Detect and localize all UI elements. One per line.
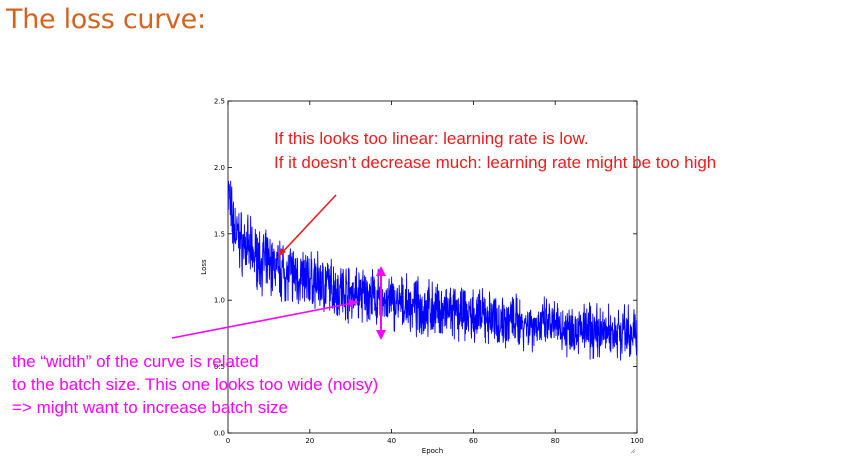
x-tick-label: 0 [226, 437, 230, 445]
x-axis-label: Epoch [422, 447, 443, 455]
magenta-pointer-arrow [171, 301, 359, 339]
y-tick-label: 1.5 [214, 230, 225, 238]
plot-frame [227, 100, 638, 434]
learning-rate-note-2: If it doesn’t decrease much: learning ra… [274, 153, 717, 172]
batch-size-note-1: the “width” of the curve is related [12, 352, 259, 371]
y-tick-label: 1.0 [214, 297, 225, 305]
x-tick-label: 100 [630, 437, 643, 445]
y-tick-label: 0.0 [214, 430, 225, 438]
magenta-pointer-arrow-head [348, 299, 358, 307]
magenta-width-bracket-top-head [376, 266, 386, 276]
red-arrow-head [278, 248, 286, 257]
learning-rate-note-1: If this looks too linear: learning rate … [274, 129, 589, 148]
axes: 0 20 40 60 80 100 0.0 0.5 1.0 1.5 2.0 2.5 Epoch Loss [200, 98, 644, 456]
resize-grip-icon [630, 448, 636, 454]
x-tick-label: 80 [551, 437, 560, 445]
x-tick-label: 20 [305, 437, 314, 445]
red-arrow-shaft [277, 194, 337, 258]
y-axis-label: Loss [200, 259, 208, 275]
y-tick-label: 0.5 [214, 363, 225, 371]
magenta-width-bracket-bottom-head [376, 330, 386, 340]
y-tick-label: 2.5 [214, 98, 225, 106]
loss-series-line [227, 180, 638, 361]
annotation-arrows [171, 194, 386, 340]
x-tick-label: 40 [387, 437, 396, 445]
x-tick-label: 60 [469, 437, 478, 445]
batch-size-note-3: => might want to increase batch size [12, 398, 288, 417]
batch-size-note-2: to the batch size. This one looks too wi… [12, 375, 379, 394]
slide-title: The loss curve: [6, 4, 206, 35]
y-tick-label: 2.0 [214, 164, 225, 172]
series-group [227, 180, 638, 361]
